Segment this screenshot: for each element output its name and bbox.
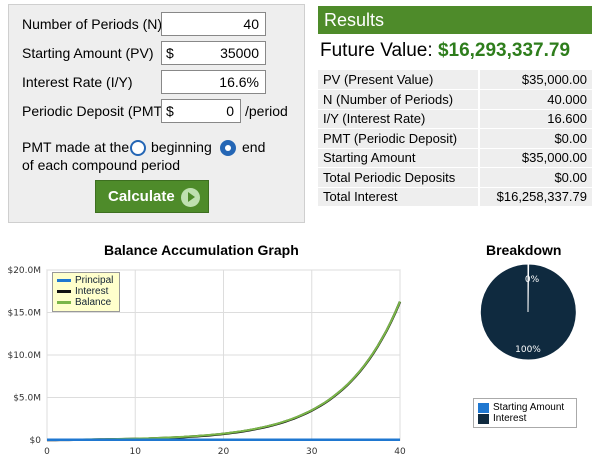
calculate-button[interactable]: Calculate: [95, 180, 209, 213]
legend-balance-label: Balance: [75, 297, 112, 308]
table-row: PV (Present Value) $35,000.00: [318, 70, 592, 90]
row-value: 16.600: [478, 109, 592, 129]
periods-value: 40: [243, 16, 259, 32]
starting-amount-swatch: [478, 402, 489, 413]
radio-end-label[interactable]: end: [242, 139, 266, 155]
radio-beginning[interactable]: [130, 140, 146, 156]
legend-principal-label: Principal: [75, 275, 114, 286]
row-label: PV (Present Value): [318, 70, 480, 90]
y-axis-ticks: $0 $5.0M $10.0M $15.0M $20.0M: [7, 266, 41, 446]
start-value: 35000: [220, 45, 259, 61]
future-value-line: Future Value: $16,293,337.79: [320, 40, 570, 62]
legend-starting-amount-label: Starting Amount: [493, 402, 565, 413]
start-label: Starting Amount (PV): [22, 45, 154, 61]
row-value: $35,000.00: [478, 148, 592, 168]
row-label: PMT (Periodic Deposit): [318, 128, 480, 149]
pie-label-starting: 0%: [525, 275, 540, 285]
y-tick-label: $0: [30, 436, 42, 446]
periods-label: Number of Periods (N): [22, 16, 163, 32]
row-value: 40.000: [478, 89, 592, 110]
deposit-label: Periodic Deposit (PMT): [22, 103, 167, 119]
y-tick-label: $10.0M: [7, 351, 41, 361]
interest-swatch: [57, 290, 71, 293]
row-value: $0.00: [478, 128, 592, 149]
row-label: Total Periodic Deposits: [318, 167, 480, 188]
calculate-label: Calculate: [108, 188, 175, 205]
pmt-text-1: PMT made at the: [22, 139, 130, 155]
rate-label: Interest Rate (I/Y): [22, 74, 133, 90]
row-label: Starting Amount: [318, 148, 480, 168]
x-tick-label: 0: [44, 447, 50, 457]
rate-input[interactable]: 16.6%: [161, 70, 266, 94]
future-value-label: Future Value:: [320, 40, 433, 61]
line-chart-title: Balance Accumulation Graph: [104, 242, 299, 258]
results-header: Results: [318, 6, 592, 34]
periods-input[interactable]: 40: [161, 12, 266, 36]
x-tick-label: 20: [218, 447, 230, 457]
table-row: Starting Amount $35,000.00: [318, 148, 592, 168]
pmt-text-2: of each compound period: [22, 157, 180, 173]
input-panel: Number of Periods (N) 40 Starting Amount…: [8, 4, 305, 223]
rate-value: 16.6%: [219, 74, 259, 90]
table-row: I/Y (Interest Rate) 16.600: [318, 109, 592, 129]
y-tick-label: $20.0M: [7, 266, 41, 276]
legend-item-interest: Interest: [57, 286, 115, 297]
legend-item-interest-pie: Interest: [478, 413, 572, 424]
line-chart-legend: Principal Interest Balance: [52, 272, 120, 312]
row-value: $16,258,337.79: [478, 187, 592, 207]
legend-item-balance: Balance: [57, 297, 115, 308]
breakdown-pie-chart: 0% 100%: [479, 263, 577, 361]
row-value: $35,000.00: [478, 70, 592, 90]
pie-label-interest: 100%: [515, 345, 541, 355]
y-tick-label: $15.0M: [7, 309, 41, 319]
x-tick-label: 10: [130, 447, 142, 457]
play-arrow-icon: [181, 188, 200, 207]
row-label: I/Y (Interest Rate): [318, 109, 480, 129]
deposit-unit: /period: [245, 103, 288, 119]
x-tick-label: 40: [394, 447, 406, 457]
pie-slice-interest: [479, 263, 577, 361]
x-tick-label: 30: [306, 447, 318, 457]
principal-swatch: [57, 279, 71, 282]
start-dollar-prefix: $: [166, 45, 174, 61]
deposit-value: 0: [226, 103, 234, 119]
row-label: N (Number of Periods): [318, 89, 480, 110]
legend-item-starting-amount: Starting Amount: [478, 402, 572, 413]
future-value-amount: $16,293,337.79: [437, 40, 571, 61]
pie-chart-title: Breakdown: [486, 242, 562, 258]
legend-interest-pie-label: Interest: [493, 413, 527, 424]
table-row: Total Periodic Deposits $0.00: [318, 167, 592, 188]
legend-interest-label: Interest: [75, 286, 109, 297]
radio-beginning-label[interactable]: beginning: [151, 139, 212, 155]
chart-series-lines: [47, 301, 402, 442]
table-row: PMT (Periodic Deposit) $0.00: [318, 128, 592, 149]
deposit-input[interactable]: $ 0: [161, 99, 241, 123]
results-table: PV (Present Value) $35,000.00 N (Number o…: [318, 70, 592, 207]
table-row: Total Interest $16,258,337.79: [318, 187, 592, 207]
table-row: N (Number of Periods) 40.000: [318, 89, 592, 110]
balance-swatch: [57, 301, 71, 304]
row-value: $0.00: [478, 167, 592, 188]
radio-end[interactable]: [220, 140, 236, 156]
interest-pie-swatch: [478, 413, 489, 424]
start-input[interactable]: $ 35000: [161, 41, 266, 65]
x-axis-ticks: 0 10 20 30 40: [44, 447, 406, 457]
y-tick-label: $5.0M: [13, 394, 41, 404]
deposit-dollar-prefix: $: [166, 103, 174, 119]
pie-chart-legend: Starting Amount Interest: [473, 398, 577, 428]
legend-item-principal: Principal: [57, 275, 115, 286]
row-label: Total Interest: [318, 187, 480, 207]
